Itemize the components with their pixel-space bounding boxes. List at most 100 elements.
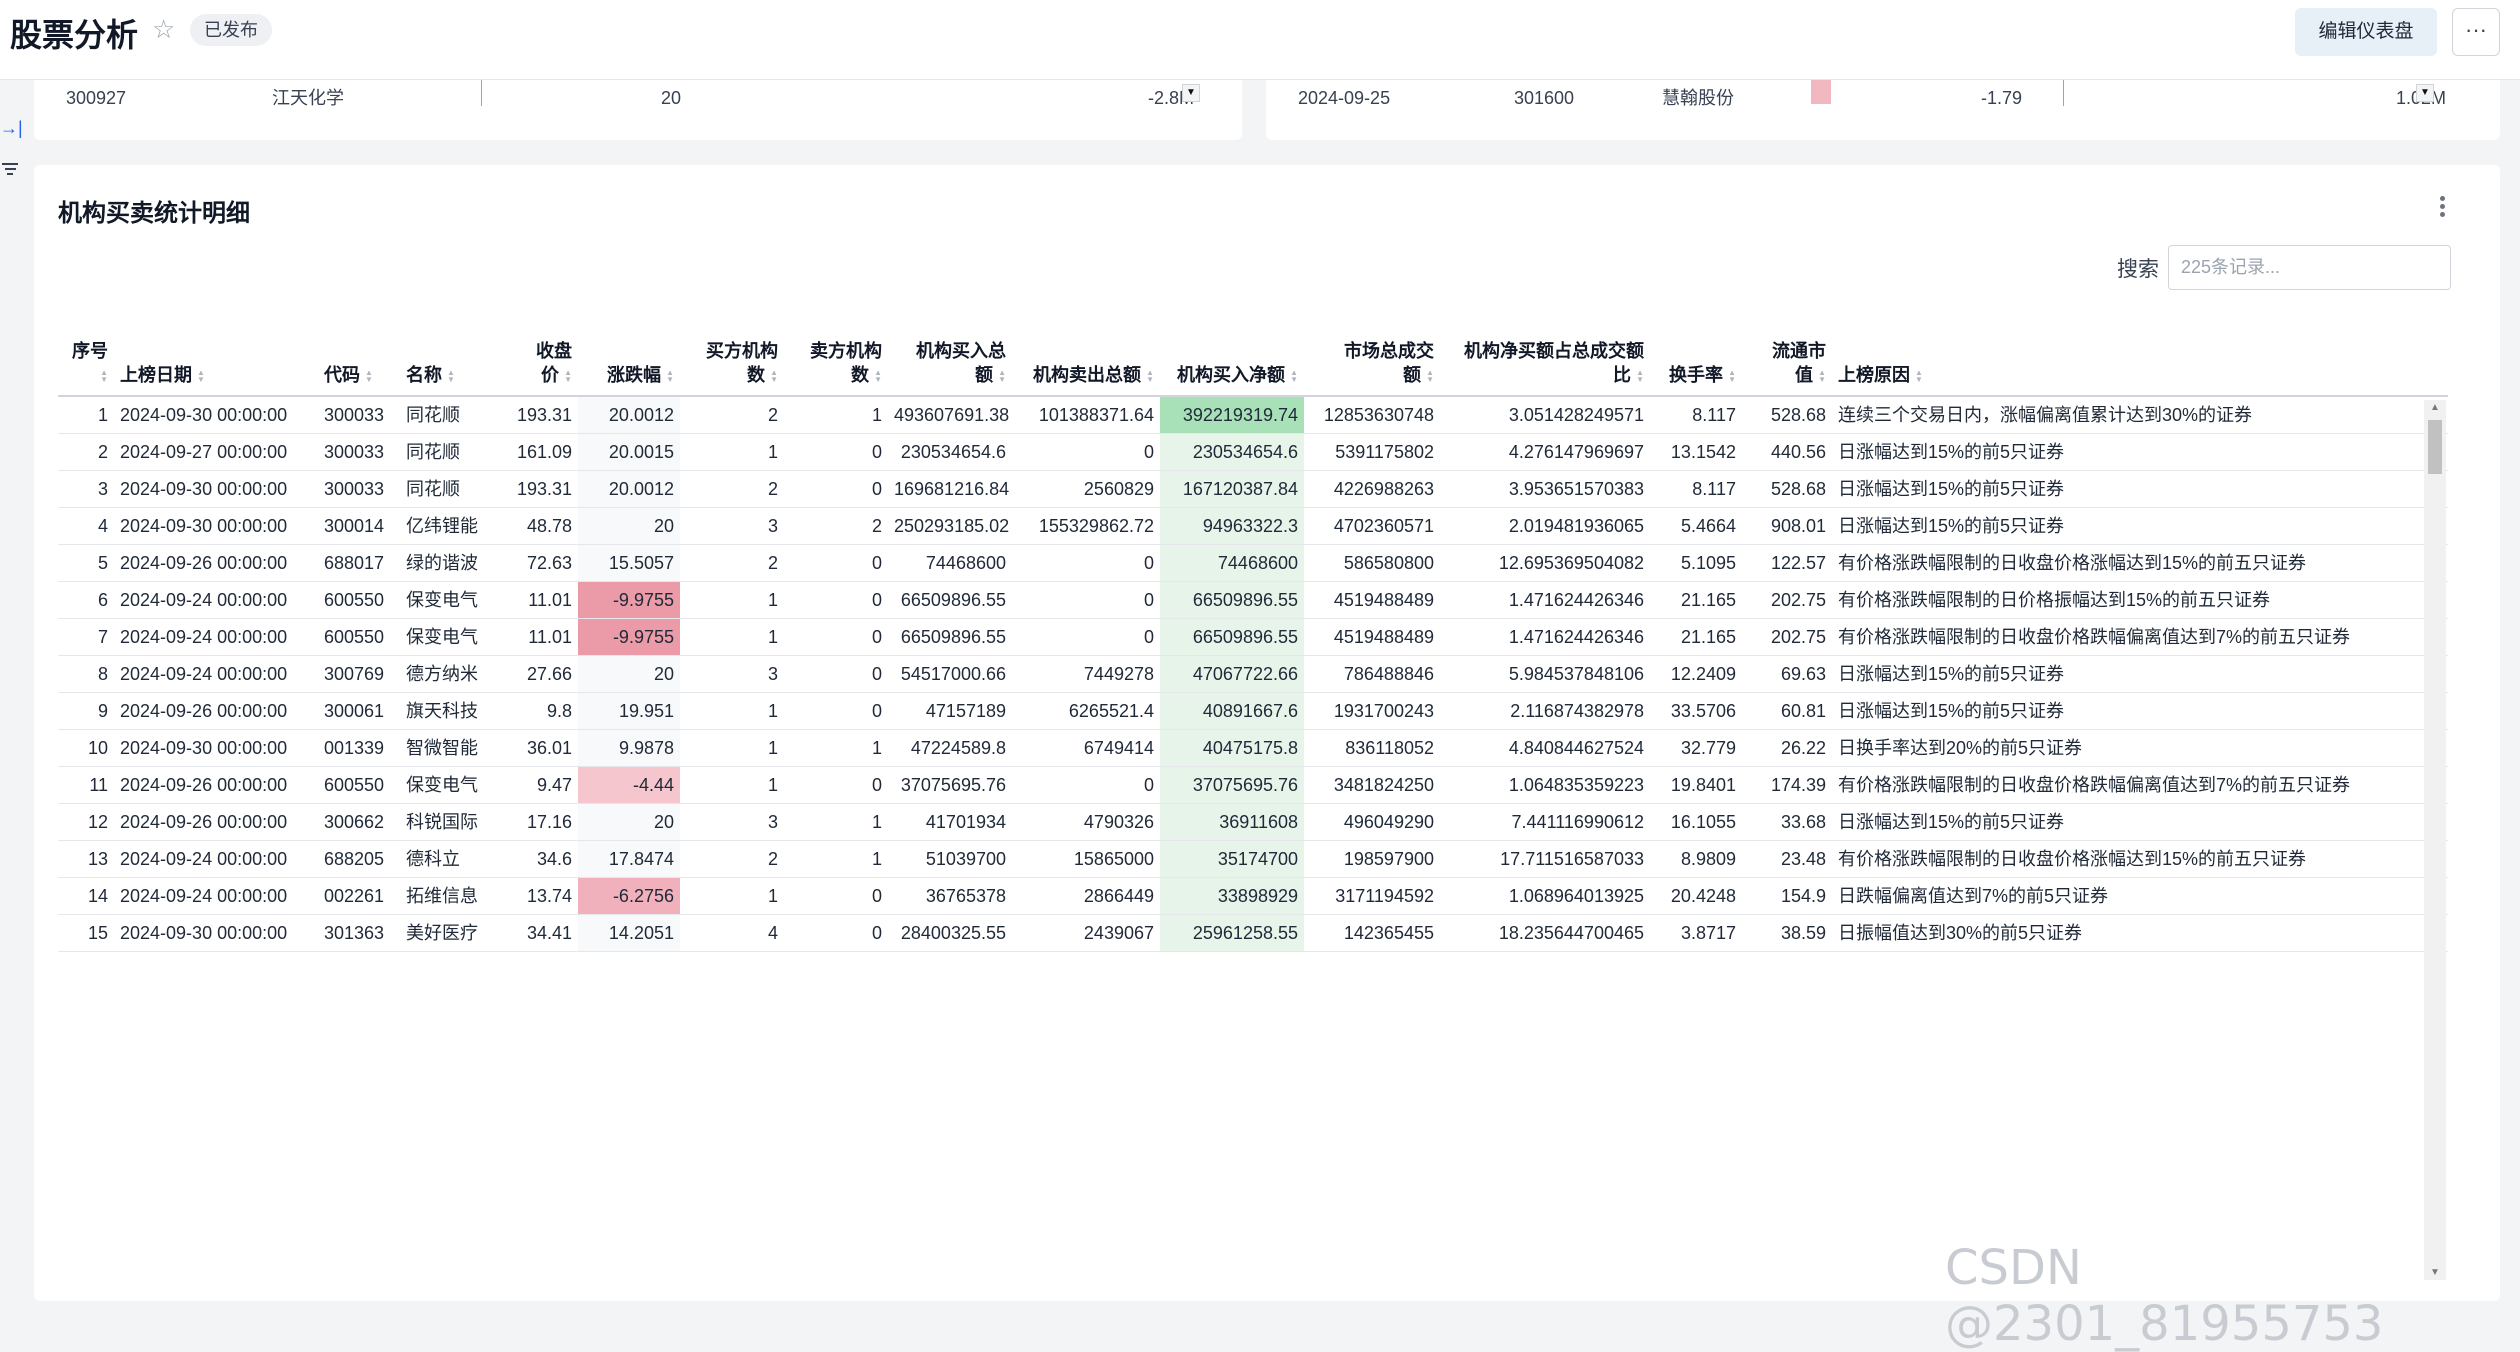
table-row[interactable]: 8 2024-09-24 00:00:00 300769 德方纳米 27.66 20 3 0 5…	[58, 655, 2448, 693]
cell-buy: 2	[680, 396, 784, 434]
table-scrollbar[interactable]: ▲ ▼	[2424, 400, 2446, 1280]
cell-name: 科锐国际	[400, 803, 492, 841]
data-table: 序号 ▲ ▼ 上榜日期 ▲ ▼ 代码 ▲ ▼ 名称 ▲ ▼ 收盘价 ▲ ▼ 涨跌幅 ▲ ▼ 买方机构数 ▲ ▼ 卖方机构数…	[58, 305, 2448, 952]
cell-code: 300662	[318, 803, 400, 841]
table-row[interactable]: 6 2024-09-24 00:00:00 600550 保变电气 11.01 -9.97…	[58, 581, 2448, 619]
table-row[interactable]: 2 2024-09-27 00:00:00 300033 同花顺 161.09 20.00…	[58, 433, 2448, 471]
cell-reason: 有价格涨跌幅限制的日收盘价格跌幅偏离值达到7%的前五只证券	[1832, 766, 2448, 804]
cell-date: 2024-09-30 00:00:00	[114, 470, 318, 508]
table-row[interactable]: 1 2024-09-30 00:00:00 300033 同花顺 193.31 20.00…	[58, 396, 2448, 434]
sort-icon[interactable]: ▲ ▼	[564, 368, 572, 385]
table-row[interactable]: 5 2024-09-26 00:00:00 688017 绿的谐波 72.63 15.50…	[58, 544, 2448, 582]
cell-name: 拓维信息	[400, 877, 492, 915]
cell-no: 10	[58, 729, 114, 767]
sort-icon[interactable]: ▲ ▼	[874, 368, 882, 385]
cell-sell: 0	[784, 914, 888, 952]
pct-bar	[1811, 80, 1831, 104]
column-header[interactable]: 机构卖出总额 ▲ ▼	[1012, 305, 1160, 397]
cell-sellamt: 0	[1012, 433, 1160, 471]
sort-icon[interactable]: ▲ ▼	[447, 368, 455, 385]
more-options-button[interactable]: ···	[2452, 8, 2500, 56]
sort-icon[interactable]: ▲ ▼	[1818, 368, 1826, 385]
column-header[interactable]: 上榜原因 ▲ ▼	[1832, 305, 2448, 397]
sort-icon[interactable]: ▲ ▼	[1636, 368, 1644, 385]
cell-sell: 0	[784, 766, 888, 804]
sort-icon[interactable]: ▲ ▼	[100, 368, 108, 385]
search-input[interactable]	[2168, 245, 2451, 290]
card-menu-icon[interactable]	[2432, 193, 2452, 223]
scroll-down-icon[interactable]: ▼	[2430, 1267, 2440, 1278]
expand-sidebar-icon[interactable]: →|	[0, 118, 23, 138]
cell-turn: 21.165	[1650, 618, 1742, 656]
cell-reason: 有价格涨跌幅限制的日收盘价格涨幅达到15%的前五只证券	[1832, 840, 2448, 878]
sort-icon[interactable]: ▲ ▼	[666, 368, 674, 385]
column-header[interactable]: 机构买入净额 ▲ ▼	[1160, 305, 1304, 397]
table-row[interactable]: 3 2024-09-30 00:00:00 300033 同花顺 193.31 20.00…	[58, 470, 2448, 508]
cell-net: 230534654.6	[1160, 433, 1304, 471]
cell-date: 2024-09-30 00:00:00	[114, 914, 318, 952]
column-header[interactable]: 卖方机构数 ▲ ▼	[784, 305, 888, 397]
cell-close: 193.31	[492, 396, 578, 434]
column-header[interactable]: 序号 ▲ ▼	[58, 305, 114, 397]
cell-code: 001339	[318, 729, 400, 767]
edit-dashboard-button[interactable]: 编辑仪表盘	[2295, 8, 2437, 56]
cell-ratio: 2.019481936065	[1440, 507, 1650, 545]
column-header[interactable]: 机构净买额占总成交额比 ▲ ▼	[1440, 305, 1650, 397]
cell-total: 3481824250	[1304, 766, 1440, 804]
filter-icon[interactable]	[0, 160, 20, 180]
sort-icon[interactable]: ▲ ▼	[770, 368, 778, 385]
cell-close: 27.66	[492, 655, 578, 693]
sort-icon[interactable]: ▲ ▼	[1915, 368, 1923, 385]
sort-icon[interactable]: ▲ ▼	[1290, 368, 1298, 385]
column-header[interactable]: 代码 ▲ ▼	[318, 305, 400, 397]
cell-sellamt: 6749414	[1012, 729, 1160, 767]
star-icon[interactable]: ☆	[152, 14, 176, 44]
sort-icon[interactable]: ▲ ▼	[1146, 368, 1154, 385]
column-header-label-line1: 流通市	[1772, 341, 1826, 361]
column-header[interactable]: 市场总成交额 ▲ ▼	[1304, 305, 1440, 397]
scroll-thumb[interactable]	[2428, 420, 2442, 474]
column-header-label: 代码	[324, 365, 360, 385]
cell-sellamt: 155329862.72	[1012, 507, 1160, 545]
column-header[interactable]: 流通市值 ▲ ▼	[1742, 305, 1832, 397]
column-header[interactable]: 机构买入总额 ▲ ▼	[888, 305, 1012, 397]
cell-code: 300033	[318, 396, 400, 434]
sort-icon[interactable]: ▲ ▼	[1728, 368, 1736, 385]
table-row[interactable]: 15 2024-09-30 00:00:00 301363 美好医疗 34.41 14.2…	[58, 914, 2448, 952]
dropdown-icon[interactable]: ▼	[2416, 84, 2434, 102]
column-header-label-line2: 比	[1613, 365, 1631, 385]
column-header[interactable]: 涨跌幅 ▲ ▼	[578, 305, 680, 397]
sort-icon[interactable]: ▲ ▼	[1426, 368, 1434, 385]
table-row[interactable]: 4 2024-09-30 00:00:00 300014 亿纬锂能 48.78 20 3 2 2…	[58, 507, 2448, 545]
table-row[interactable]: 9 2024-09-26 00:00:00 300061 旗天科技 9.8 19.951 1…	[58, 692, 2448, 730]
cell-net: 47067722.66	[1160, 655, 1304, 693]
table-row[interactable]: 7 2024-09-24 00:00:00 600550 保变电气 11.01 -9.97…	[58, 618, 2448, 656]
cell-no: 3	[58, 470, 114, 508]
column-header[interactable]: 收盘价 ▲ ▼	[492, 305, 578, 397]
scroll-up-icon[interactable]: ▲	[2430, 402, 2440, 413]
cell-pct: 20	[578, 655, 680, 693]
table-row[interactable]: 11 2024-09-26 00:00:00 600550 保变电气 9.47 -4.44…	[58, 766, 2448, 804]
column-header[interactable]: 名称 ▲ ▼	[400, 305, 492, 397]
table-row[interactable]: 12 2024-09-26 00:00:00 300662 科锐国际 17.16 20 3 1…	[58, 803, 2448, 841]
table-row[interactable]: 13 2024-09-24 00:00:00 688205 德科立 34.6 17.847…	[58, 840, 2448, 878]
cell-cap: 38.59	[1742, 914, 1832, 952]
column-header[interactable]: 买方机构数 ▲ ▼	[680, 305, 784, 397]
column-header[interactable]: 上榜日期 ▲ ▼	[114, 305, 318, 397]
column-header-label-line2: 额	[975, 365, 993, 385]
sort-icon[interactable]: ▲ ▼	[998, 368, 1006, 385]
dropdown-icon[interactable]: ▼	[1182, 84, 1200, 102]
cell-cap: 122.57	[1742, 544, 1832, 582]
sort-icon[interactable]: ▲ ▼	[365, 368, 373, 385]
watermark: CSDN @2301_81955753	[1945, 1240, 2384, 1352]
table-row[interactable]: 10 2024-09-30 00:00:00 001339 智微智能 36.01 9.98…	[58, 729, 2448, 767]
top-right-pct: -1.79	[1980, 88, 2022, 108]
cell-close: 9.8	[492, 692, 578, 730]
cell-code: 300061	[318, 692, 400, 730]
column-header[interactable]: 换手率 ▲ ▼	[1650, 305, 1742, 397]
cell-close: 72.63	[492, 544, 578, 582]
column-header-label: 换手率	[1669, 365, 1723, 385]
table-row[interactable]: 14 2024-09-24 00:00:00 002261 拓维信息 13.74 -6.2…	[58, 877, 2448, 915]
cell-reason: 日涨幅达到15%的前5只证券	[1832, 803, 2448, 841]
sort-icon[interactable]: ▲ ▼	[197, 368, 205, 385]
